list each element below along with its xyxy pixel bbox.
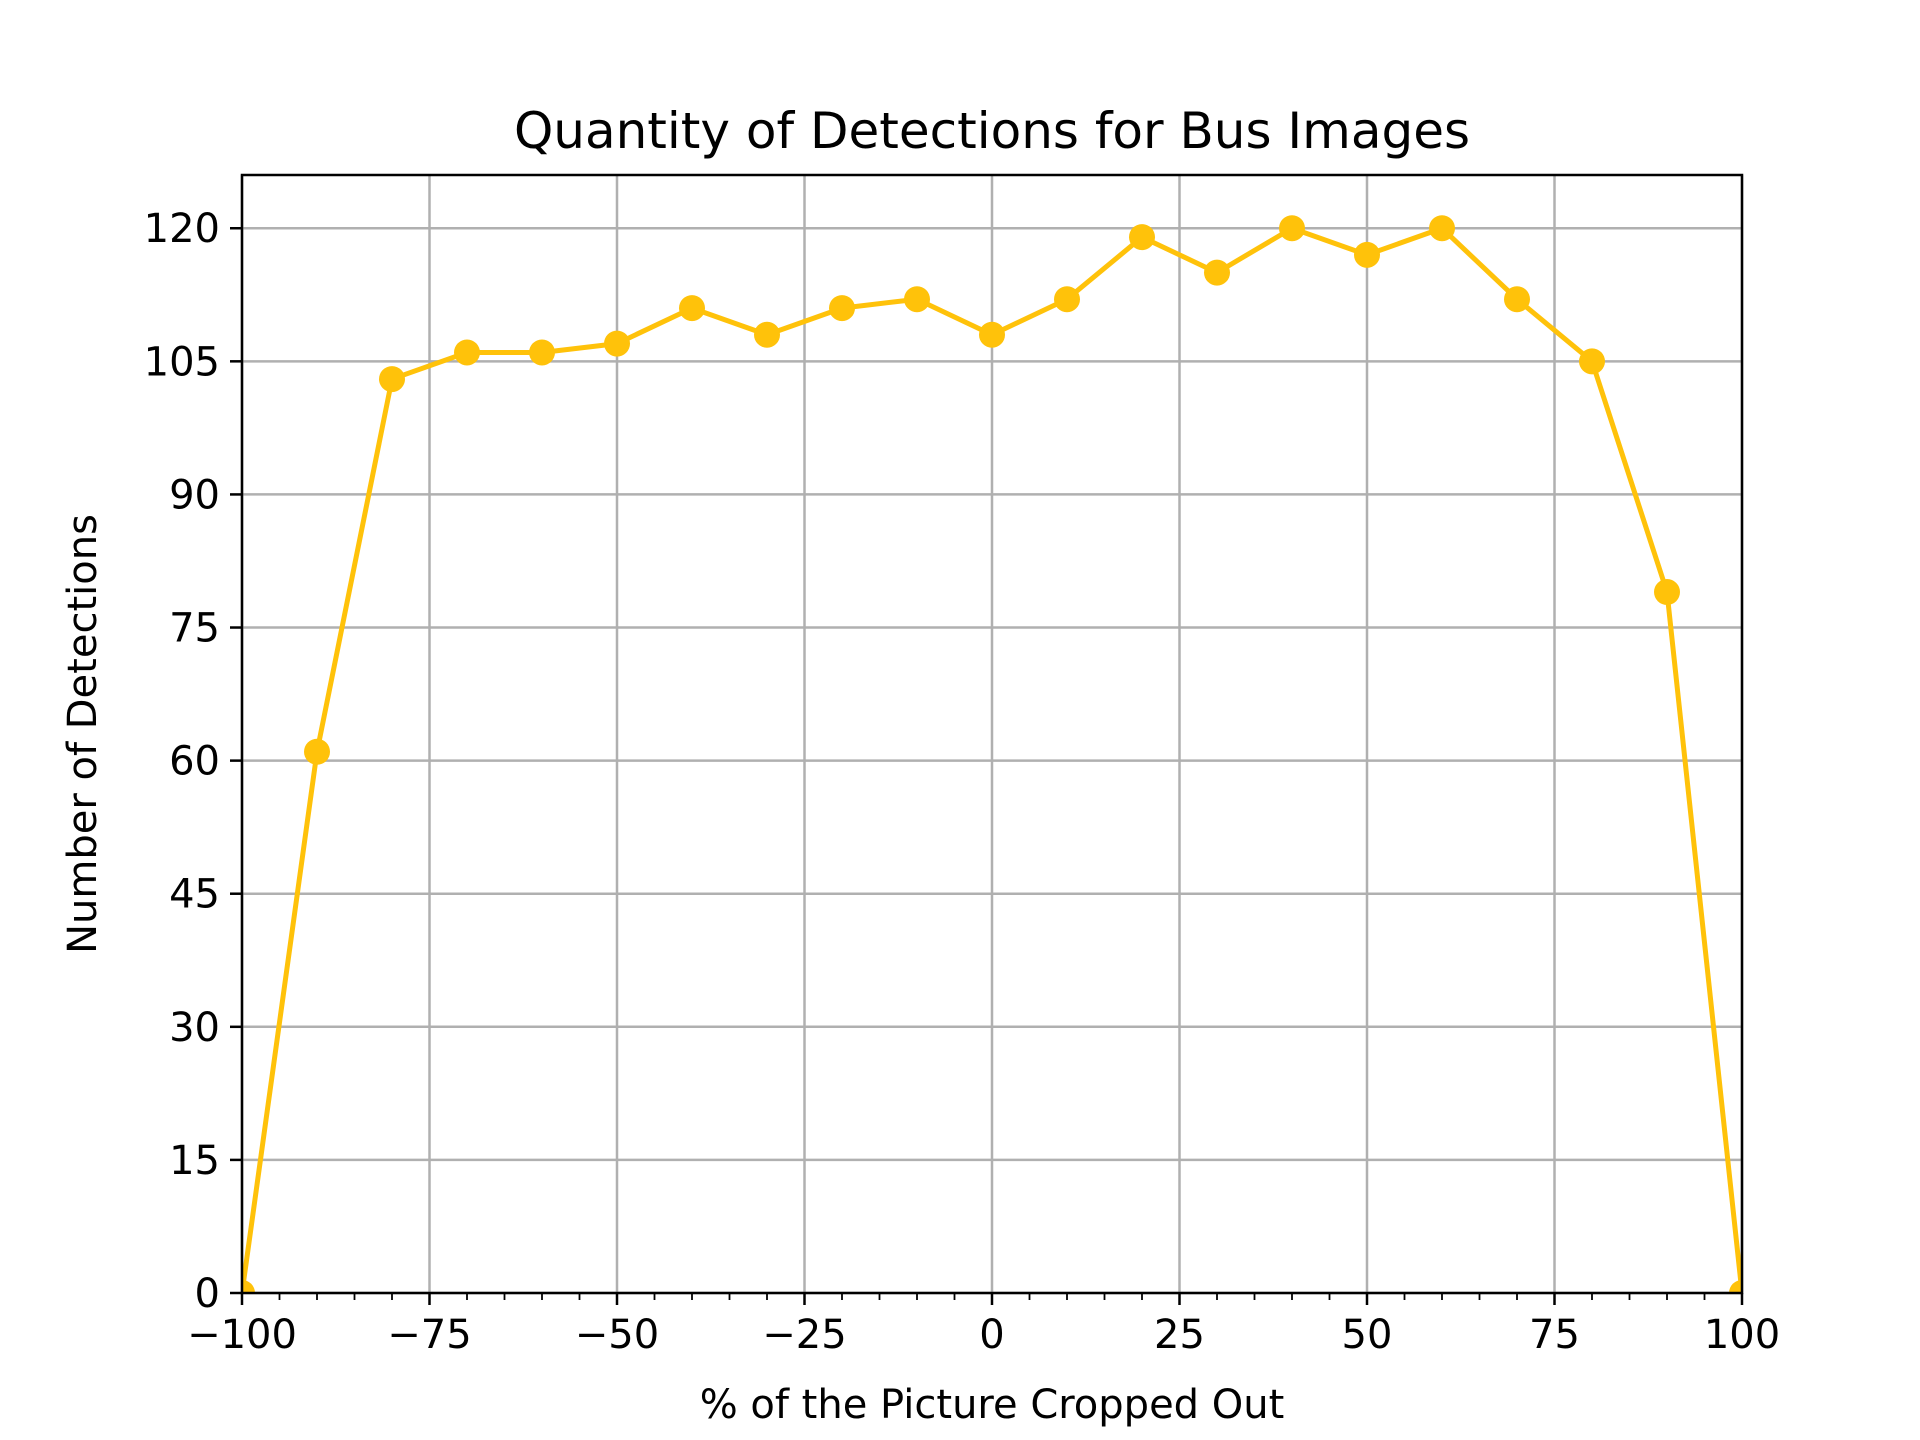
y-tick-label: 0 <box>195 1271 220 1317</box>
y-tick-label: 75 <box>169 606 220 652</box>
x-tick-label: −50 <box>575 1312 659 1358</box>
x-tick-label: −25 <box>762 1312 846 1358</box>
series-detections <box>242 215 1742 1293</box>
x-tick-label: 25 <box>1154 1312 1205 1358</box>
data-point <box>1204 259 1230 286</box>
data-point <box>304 738 330 765</box>
data-point <box>1129 224 1155 251</box>
data-point <box>1054 286 1080 313</box>
x-tick-label: 100 <box>1704 1312 1780 1358</box>
x-tick-label: 75 <box>1529 1312 1580 1358</box>
x-axis: −100 −75 −50 −25 0 25 50 75 100 <box>187 1293 1780 1358</box>
y-tick-label: 45 <box>169 872 220 918</box>
y-axis: 0 15 30 45 60 75 90 105 120 <box>144 206 242 1317</box>
data-point <box>379 366 405 393</box>
data-point <box>1354 241 1380 268</box>
grid <box>240 175 1744 1295</box>
y-tick-label: 105 <box>144 339 220 385</box>
data-point <box>1579 348 1605 375</box>
data-point <box>1429 215 1455 242</box>
y-tick-label: 60 <box>169 739 220 785</box>
data-point <box>1654 579 1680 606</box>
y-tick-label: 30 <box>169 1005 220 1051</box>
chart-title: Quantity of Detections for Bus Images <box>514 102 1470 160</box>
y-tick-label: 15 <box>169 1138 220 1184</box>
data-point <box>1279 215 1305 242</box>
x-tick-label: −75 <box>387 1312 471 1358</box>
data-point <box>242 1280 255 1293</box>
data-point <box>679 295 705 322</box>
data-point <box>604 330 630 357</box>
x-tick-label: 0 <box>979 1312 1004 1358</box>
y-tick-label: 90 <box>169 472 220 518</box>
data-point <box>1504 286 1530 313</box>
y-axis-label: Number of Detections <box>60 514 106 954</box>
data-point <box>529 339 555 366</box>
data-point <box>904 286 930 313</box>
x-tick-label: −100 <box>187 1312 297 1358</box>
data-point <box>829 295 855 322</box>
data-point <box>754 321 780 348</box>
data-point <box>454 339 480 366</box>
x-tick-label: 50 <box>1342 1312 1393 1358</box>
y-tick-label: 120 <box>144 206 220 252</box>
data-point <box>1729 1280 1742 1293</box>
x-axis-label: % of the Picture Cropped Out <box>700 1382 1285 1428</box>
data-point <box>979 321 1005 348</box>
